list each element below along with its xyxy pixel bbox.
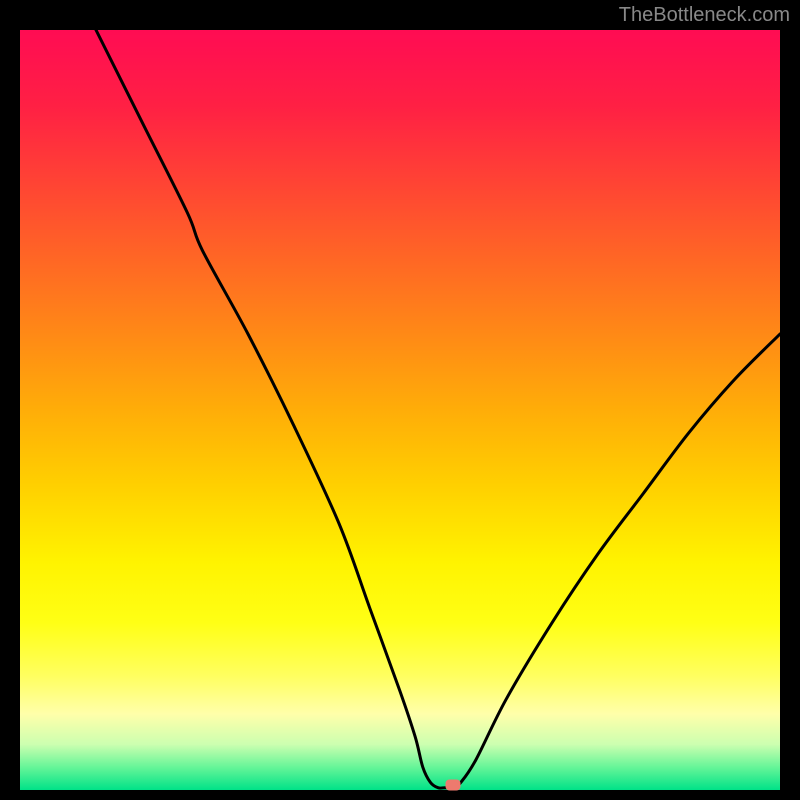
plot-area (20, 30, 780, 790)
watermark-text: TheBottleneck.com (619, 4, 790, 27)
bottleneck-chart-svg (20, 30, 780, 790)
optimum-marker (446, 780, 461, 791)
chart-frame: TheBottleneck.com (0, 0, 800, 800)
chart-background (20, 30, 780, 790)
